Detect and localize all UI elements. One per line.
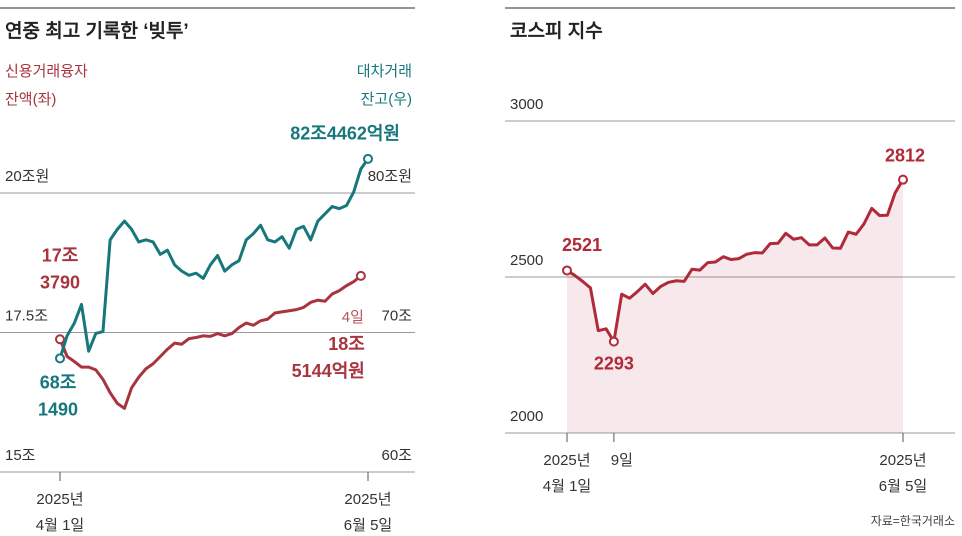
text-line: 잔액(좌)	[5, 91, 56, 108]
x-tick-label: 2025년 4월 1일	[543, 452, 591, 495]
text-line: 신용거래융자	[5, 63, 88, 80]
chart-title: 코스피 지수	[510, 20, 603, 42]
y-tick-label: 2000	[510, 408, 543, 425]
marker	[363, 153, 373, 164]
value-label: 82조4462억원	[290, 124, 400, 144]
text-line: 5144억원	[292, 361, 365, 381]
value-label: 18조 5144억원	[292, 334, 365, 381]
line	[566, 178, 905, 344]
marker	[562, 265, 572, 276]
y-tick-label: 2500	[510, 252, 543, 269]
y2-tick-label: 60조	[382, 447, 413, 464]
text-line: 68조	[40, 372, 77, 392]
value-label: 2293	[594, 353, 634, 373]
chart-title: 연중 최고 기록한 ‘빚투’	[5, 20, 189, 42]
text-line: 3790	[40, 272, 80, 292]
value-label: 2521	[562, 235, 602, 255]
text-line: 2025년	[879, 452, 926, 469]
y-tick-label: 15조	[5, 447, 36, 464]
source: 자료=한국거래소	[871, 514, 955, 528]
text-line: 4월 1일	[36, 517, 84, 534]
text-line: 대차거래	[357, 63, 412, 80]
line	[58, 158, 370, 359]
text-line: 6월 5일	[344, 517, 392, 534]
line	[58, 274, 362, 410]
y-tick-label: 17.5조	[5, 307, 48, 324]
value-label: 2812	[885, 145, 925, 165]
marker	[898, 174, 908, 185]
x-tick-label: 2025년 6월 5일	[344, 491, 392, 534]
text-line: 6월 5일	[879, 478, 927, 495]
y2-tick-label: 70조	[382, 307, 413, 324]
y-tick-label: 3000	[510, 96, 543, 113]
text-line: 1490	[38, 399, 78, 419]
text-line: 2025년	[543, 452, 590, 469]
x-tick-label: 9일	[611, 452, 633, 469]
text-line: 17조	[42, 245, 79, 265]
text-line: 4월 1일	[543, 478, 591, 495]
marker	[355, 270, 366, 281]
annotation: 4일	[342, 309, 364, 326]
marker	[55, 353, 65, 364]
y2-tick-label: 80조원	[368, 168, 412, 185]
text-line: 18조	[328, 334, 365, 354]
text-line: 2025년	[36, 491, 83, 508]
marker	[55, 334, 65, 345]
marker	[608, 336, 619, 347]
x-tick-label: 2025년 6월 5일	[879, 452, 927, 495]
area	[567, 179, 903, 433]
value-label: 68조 1490	[38, 372, 78, 419]
x-tick-label: 2025년 4월 1일	[36, 491, 84, 534]
text-line: 잔고(우)	[361, 91, 412, 108]
value-label: 17조 3790	[40, 245, 80, 292]
text-line: 2025년	[344, 491, 391, 508]
y-tick-label: 20조원	[5, 168, 49, 185]
